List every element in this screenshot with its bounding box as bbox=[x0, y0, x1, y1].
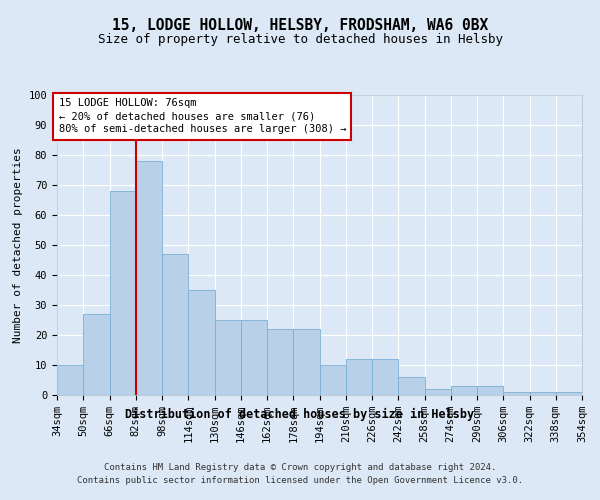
Bar bbox=[136, 161, 162, 395]
Text: 15 LODGE HOLLOW: 76sqm
← 20% of detached houses are smaller (76)
80% of semi-det: 15 LODGE HOLLOW: 76sqm ← 20% of detached… bbox=[59, 98, 346, 134]
Text: 15, LODGE HOLLOW, HELSBY, FRODSHAM, WA6 0BX: 15, LODGE HOLLOW, HELSBY, FRODSHAM, WA6 … bbox=[112, 18, 488, 32]
Text: Size of property relative to detached houses in Helsby: Size of property relative to detached ho… bbox=[97, 32, 503, 46]
Y-axis label: Number of detached properties: Number of detached properties bbox=[13, 147, 23, 343]
Text: Contains HM Land Registry data © Crown copyright and database right 2024.: Contains HM Land Registry data © Crown c… bbox=[104, 462, 496, 471]
Bar bbox=[556, 392, 582, 395]
Bar bbox=[241, 320, 267, 395]
Bar bbox=[162, 254, 188, 395]
Bar bbox=[293, 329, 320, 395]
Bar bbox=[83, 314, 110, 395]
Bar bbox=[398, 377, 425, 395]
Bar bbox=[477, 386, 503, 395]
Bar bbox=[346, 359, 372, 395]
Bar bbox=[530, 392, 556, 395]
Bar bbox=[425, 389, 451, 395]
Text: Contains public sector information licensed under the Open Government Licence v3: Contains public sector information licen… bbox=[77, 476, 523, 485]
Bar bbox=[215, 320, 241, 395]
Text: Distribution of detached houses by size in Helsby: Distribution of detached houses by size … bbox=[125, 408, 475, 420]
Bar bbox=[57, 365, 83, 395]
Bar bbox=[372, 359, 398, 395]
Bar bbox=[451, 386, 477, 395]
Bar bbox=[267, 329, 293, 395]
Bar bbox=[110, 191, 136, 395]
Bar bbox=[188, 290, 215, 395]
Bar bbox=[320, 365, 346, 395]
Bar bbox=[503, 392, 530, 395]
